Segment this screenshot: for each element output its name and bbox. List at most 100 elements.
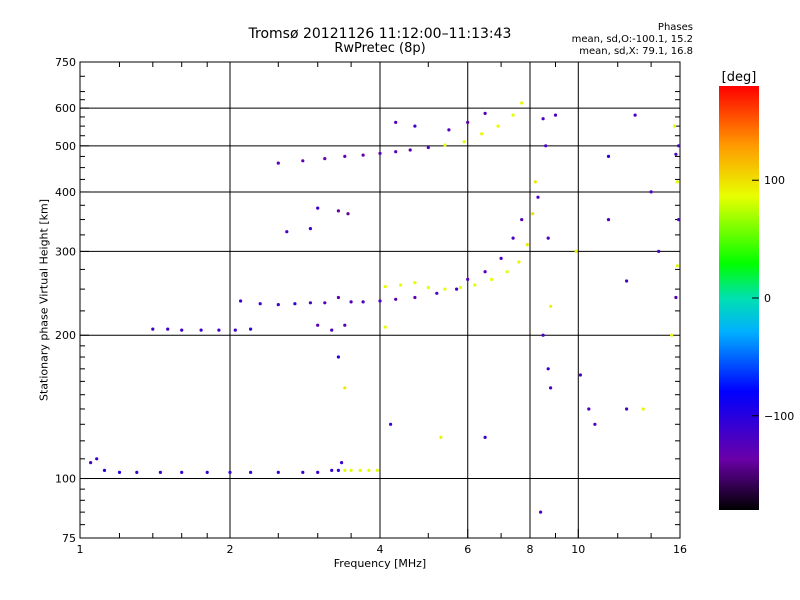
data-point: [480, 132, 484, 136]
y-tick-label: 300: [55, 245, 76, 258]
data-point: [633, 113, 637, 117]
data-point: [249, 327, 253, 331]
data-point: [672, 124, 677, 128]
data-point: [102, 468, 107, 472]
data-point: [399, 283, 403, 287]
data-point: [323, 157, 327, 161]
data-point: [316, 206, 320, 210]
data-point: [435, 291, 439, 295]
data-point: [378, 151, 382, 155]
data-point: [606, 218, 611, 222]
x-tick-label: 6: [464, 543, 471, 556]
chart-subtitle: RwPretec (8p): [334, 41, 426, 56]
data-point: [546, 367, 550, 371]
colorbar-tick-label: −100: [764, 410, 794, 423]
data-point: [533, 180, 537, 184]
data-point: [517, 260, 521, 264]
data-point: [536, 195, 540, 199]
data-point: [378, 299, 382, 303]
data-point: [151, 327, 155, 331]
data-point: [413, 124, 417, 128]
data-point: [336, 468, 340, 472]
data-point: [205, 470, 209, 474]
data-point: [587, 407, 591, 411]
y-axis: 75 100 200 300 400 500 600 750: [55, 56, 680, 545]
data-point: [541, 117, 545, 121]
data-point: [301, 159, 305, 163]
data-point: [383, 325, 387, 329]
data-point: [383, 285, 387, 289]
data-point: [358, 468, 362, 472]
data-point: [361, 300, 365, 304]
data-point: [316, 470, 320, 474]
x-tick-label: 2: [227, 543, 234, 556]
data-point: [549, 386, 553, 390]
data-point: [483, 435, 487, 439]
data-point: [490, 277, 494, 281]
phases-heading: Phases: [657, 22, 693, 33]
data-point: [447, 128, 451, 132]
data-point: [458, 285, 462, 290]
colorbar-tick-label: 0: [764, 292, 771, 305]
data-point: [361, 153, 365, 157]
data-point: [466, 277, 470, 281]
data-point: [675, 180, 679, 184]
data-point: [330, 328, 334, 332]
data-point: [520, 218, 524, 222]
data-point: [343, 323, 347, 327]
data-point: [375, 468, 379, 472]
data-point: [233, 328, 237, 332]
x-tick-label: 1: [77, 543, 84, 556]
y-tick-label: 75: [62, 532, 76, 545]
data-point: [511, 113, 515, 117]
colorbar-tick-label: 100: [764, 174, 785, 187]
data-point: [367, 468, 371, 472]
data-point: [483, 111, 487, 115]
data-point: [455, 287, 459, 291]
data-point: [293, 302, 297, 306]
data-point: [677, 144, 681, 148]
data-point: [496, 124, 500, 128]
data-point: [439, 435, 443, 439]
x-tick-label: 4: [377, 543, 384, 556]
data-point: [443, 143, 447, 147]
data-point: [499, 256, 503, 260]
data-point: [677, 218, 681, 222]
colorbar-unit: [deg]: [721, 70, 757, 85]
data-point: [675, 264, 679, 268]
data-point: [228, 470, 232, 474]
data-points: [89, 101, 681, 514]
data-point: [426, 285, 430, 290]
data-point: [531, 212, 535, 216]
data-point: [276, 161, 280, 165]
data-point: [546, 236, 550, 240]
data-point: [349, 468, 353, 472]
x-axis: 1 2 4 6 8 10 16: [77, 62, 687, 556]
y-tick-label: 100: [55, 473, 76, 486]
data-point: [541, 333, 545, 337]
data-point: [336, 355, 340, 359]
data-point: [217, 328, 221, 332]
data-point: [343, 154, 347, 158]
x-axis-label: Frequency [MHz]: [333, 557, 427, 570]
data-point: [525, 243, 529, 247]
data-point: [443, 287, 447, 291]
data-point: [483, 270, 487, 274]
data-point: [316, 323, 320, 327]
x-tick-label: 8: [527, 543, 534, 556]
data-point: [408, 148, 412, 152]
y-tick-label: 500: [55, 140, 76, 153]
data-point: [308, 301, 312, 305]
y-tick-label: 400: [55, 186, 76, 199]
data-point: [340, 461, 344, 465]
data-point: [413, 281, 417, 285]
data-point: [511, 236, 515, 240]
data-point: [674, 152, 678, 156]
data-point: [89, 461, 93, 465]
data-point: [394, 150, 398, 154]
data-point: [323, 301, 327, 305]
data-point: [606, 154, 611, 158]
chart-title: Tromsø 20121126 11:12:00–11:13:43: [248, 26, 512, 42]
data-point: [180, 470, 184, 474]
data-point: [158, 470, 162, 474]
